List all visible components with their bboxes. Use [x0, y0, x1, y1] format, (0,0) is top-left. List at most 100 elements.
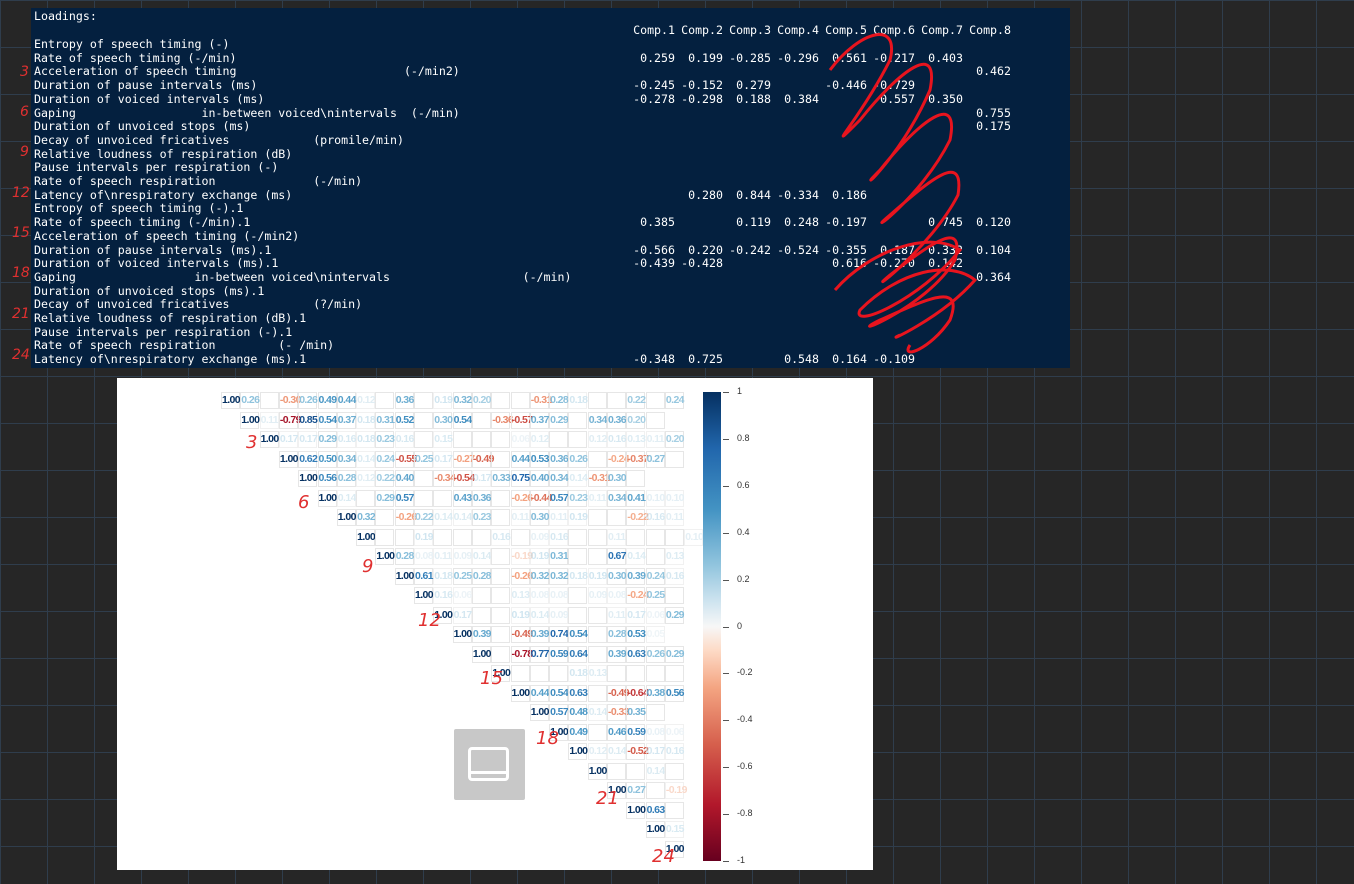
correlation-cell: 0.12	[587, 431, 607, 448]
correlation-cell: 0.25	[645, 587, 665, 604]
correlation-cell: 0.11	[510, 509, 530, 526]
correlation-cell: 1.00	[568, 743, 588, 760]
correlation-cell: 0.40	[394, 470, 414, 487]
correlation-cell: -0.22	[626, 509, 649, 526]
correlation-cell: -0.79	[278, 411, 301, 429]
correlation-cell: 0.11	[607, 528, 626, 546]
correlation-cell: 0.39	[471, 626, 492, 643]
correlation-cell: 0.33	[491, 470, 511, 487]
correlation-cell: 0.16	[607, 431, 627, 448]
loadings-row-label: Gaping in-between voiced\nintervals (-/m…	[34, 269, 572, 284]
correlation-cell	[645, 704, 665, 721]
correlation-cell: 0.34	[607, 489, 627, 507]
correlation-cell	[491, 392, 511, 409]
loadings-value: -0.152	[681, 78, 723, 93]
correlation-cell: 1.00	[549, 723, 569, 741]
correlation-cell	[587, 723, 607, 741]
loadings-value: 0.548	[784, 352, 819, 367]
correlation-cell: -0.57	[510, 411, 533, 429]
correlation-cell: 0.30	[433, 411, 453, 429]
correlation-cell: 0.53	[529, 450, 549, 468]
margin-row-mark: 15	[12, 225, 30, 241]
correlation-cell	[587, 548, 607, 565]
loadings-value: 0.259	[640, 50, 675, 65]
correlation-cell: 0.14	[587, 704, 607, 721]
loadings-value: -0.348	[633, 352, 675, 367]
correlation-cell: 0.08	[645, 723, 665, 741]
correlation-cell	[645, 411, 665, 429]
loadings-value: 0.119	[736, 215, 771, 230]
loadings-value: 0.755	[976, 105, 1011, 120]
correlation-cell: -0.31	[529, 392, 552, 409]
plot-row-mark: 21	[596, 788, 619, 809]
correlation-cell	[491, 431, 511, 448]
correlation-cell: 0.53	[626, 626, 646, 643]
correlation-cell: 0.14	[568, 470, 588, 487]
loadings-value: 0.248	[784, 215, 819, 230]
margin-row-mark: 12	[12, 185, 30, 201]
correlation-cell: 1.00	[394, 567, 414, 585]
loadings-row-label: Entropy of speech timing (-).1	[34, 201, 244, 216]
correlation-cell	[607, 392, 626, 409]
correlation-cell: 0.09	[549, 606, 569, 624]
correlation-cell: 0.20	[664, 431, 685, 448]
colorbar-tick-label: 0.8	[737, 432, 750, 443]
correlation-cell: 0.22	[414, 509, 434, 526]
correlation-cell: 0.10	[664, 489, 685, 507]
correlation-cell: 0.28	[549, 392, 569, 409]
colorbar-tick-label: -0.6	[737, 761, 753, 772]
loadings-row-label: Duration of pause intervals (ms)	[34, 78, 258, 93]
correlation-cell: 0.63	[626, 645, 646, 663]
colorbar-tick-label: 0.2	[737, 573, 750, 584]
correlation-cell: 0.52	[394, 411, 414, 429]
correlation-cell: 0.62	[298, 450, 318, 468]
plot-row-mark: 24	[652, 846, 675, 867]
loadings-value: 0.462	[976, 64, 1011, 79]
correlation-cell	[414, 392, 433, 409]
tablet-mode-icon[interactable]	[454, 729, 525, 800]
correlation-cell: 0.16	[394, 431, 414, 448]
correlation-cell	[626, 528, 646, 546]
correlation-cell: 1.00	[221, 392, 241, 409]
correlation-cell: 0.15	[433, 431, 453, 448]
loadings-value: -0.446	[825, 78, 867, 93]
correlation-cell: 0.29	[664, 606, 685, 624]
loadings-value: -0.217	[873, 50, 915, 65]
loadings-value: 0.745	[928, 215, 963, 230]
correlation-cell: 0.16	[491, 528, 511, 546]
correlation-cell	[414, 470, 433, 487]
correlation-cell: 0.17	[471, 470, 492, 487]
plot-row-mark: 18	[536, 728, 559, 749]
loadings-column-header: Comp.1	[633, 23, 675, 37]
correlation-cell: 0.38	[645, 684, 665, 702]
loadings-value: -0.524	[777, 242, 819, 257]
correlation-cell: 0.18	[356, 411, 376, 429]
loadings-value: -0.270	[873, 256, 915, 271]
loadings-row-label: Pause intervals per respiration (-).1	[34, 324, 293, 339]
loadings-value: 0.332	[928, 242, 963, 257]
loadings-value: -0.729	[873, 78, 915, 93]
correlation-cell: 0.19	[529, 548, 549, 565]
correlation-cell	[626, 762, 646, 780]
correlation-cell: 0.57	[549, 704, 569, 721]
correlation-cell: 0.29	[375, 489, 395, 507]
plot-row-mark: 6	[298, 492, 310, 513]
correlation-cell: -0.55	[394, 450, 417, 468]
loadings-value: 0.188	[736, 91, 771, 106]
loadings-row-label: Decay of unvoiced fricatives (promile/mi…	[34, 132, 404, 147]
correlation-cell: 0.59	[626, 723, 646, 741]
correlation-cell	[549, 665, 569, 682]
loadings-row-label: Duration of voiced intervals (ms)	[34, 91, 265, 106]
correlation-cell: 1.00	[626, 801, 646, 819]
correlation-cell	[626, 665, 646, 682]
margin-row-mark: 9	[20, 144, 29, 160]
margin-row-mark: 3	[20, 64, 29, 80]
correlation-cell: 0.24	[645, 567, 665, 585]
correlation-cell: 1.00	[298, 470, 318, 487]
correlation-cell: -0.31	[587, 470, 610, 487]
correlation-cell: 0.32	[452, 392, 472, 409]
correlation-cell: 0.19	[510, 606, 530, 624]
loadings-value: 0.164	[832, 352, 867, 367]
correlation-cell	[587, 684, 607, 702]
correlation-cell: 1.00	[664, 840, 685, 858]
